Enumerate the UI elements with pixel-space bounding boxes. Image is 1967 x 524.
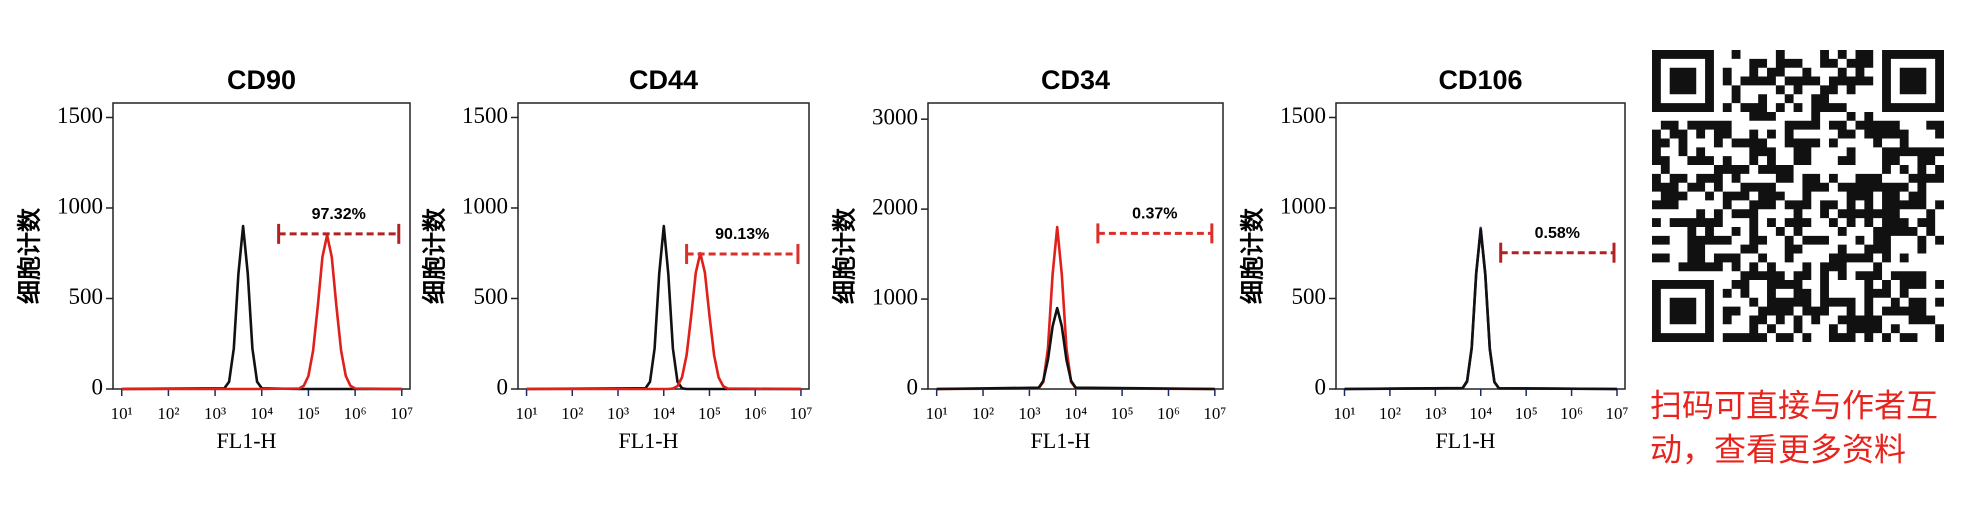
x-tick-label: 10² <box>157 404 179 423</box>
x-tick-label: 10⁴ <box>250 404 273 423</box>
qr-code <box>1652 50 1944 342</box>
x-tick-label: 10⁵ <box>1515 404 1538 423</box>
plot-frame <box>927 102 1224 390</box>
gate-label: 0.37% <box>1132 206 1177 223</box>
y-tick-label: 0 <box>92 374 104 399</box>
histogram-curve <box>121 224 402 391</box>
x-tick-label: 10⁶ <box>1560 404 1583 423</box>
histogram-curve <box>526 251 801 391</box>
y-tick-label: 3000 <box>872 104 918 129</box>
x-tick-label: 10⁶ <box>744 404 767 423</box>
y-tick-label: 1500 <box>57 103 103 128</box>
x-tick-label: 10³ <box>204 404 226 423</box>
chart: CD34 细胞计数 0 1000 2000 3000 10¹ 10² 10³ 10⁴ 10⁵ 10⁶ 1… <box>830 65 1226 453</box>
y-axis-label: 细胞计数 <box>420 207 448 304</box>
gate-label: 0.58% <box>1535 225 1580 242</box>
qr-caption: 动，查看更多资料 <box>1650 431 1906 467</box>
y-tick-label: 1500 <box>462 103 508 128</box>
x-tick-label: 10⁷ <box>1606 404 1629 423</box>
histogram-curve <box>1344 226 1618 391</box>
x-tick-label: 10⁷ <box>789 404 812 423</box>
x-tick-label: 10¹ <box>1333 404 1355 423</box>
x-tick-label: 10⁷ <box>390 404 413 423</box>
gate-label: 97.32% <box>312 206 366 223</box>
x-tick-label: 10⁶ <box>344 404 367 423</box>
x-tick-label: 10⁴ <box>652 404 675 423</box>
chart-title: CD34 <box>1041 65 1110 95</box>
x-tick-label: 10³ <box>1424 404 1446 423</box>
y-tick-label: 1000 <box>1280 193 1326 218</box>
plot-frame <box>112 102 411 390</box>
x-tick-label: 10³ <box>1018 404 1040 423</box>
x-axis-label: FL1-H <box>619 428 679 453</box>
y-tick-label: 1000 <box>462 193 508 218</box>
histogram-curve <box>936 225 1215 391</box>
x-tick-label: 10⁴ <box>1469 404 1492 423</box>
x-tick-label: 10¹ <box>516 404 538 423</box>
x-tick-label: 10⁵ <box>297 404 320 423</box>
x-axis-label: FL1-H <box>217 428 277 453</box>
chart: CD90 细胞计数 0 500 1000 1500 10¹ 10² 10³ 10⁴ 10⁵ 10⁶ 10… <box>15 65 413 453</box>
x-tick-label: 10² <box>972 404 994 423</box>
y-tick-label: 1000 <box>57 193 103 218</box>
y-axis-label: 细胞计数 <box>1238 207 1266 304</box>
chart: CD44 细胞计数 0 500 1000 1500 10¹ 10² 10³ 10⁴ 10⁵ 10⁶ 10… <box>420 65 812 453</box>
x-tick-label: 10² <box>1379 404 1401 423</box>
x-tick-label: 10¹ <box>926 404 948 423</box>
y-tick-label: 0 <box>907 374 919 399</box>
chart: CD106 细胞计数 0 500 1000 1500 10¹ 10² 10³ 10⁴ 10⁵ 10⁶ 1… <box>1238 65 1628 453</box>
y-tick-label: 2000 <box>872 194 918 219</box>
x-tick-label: 10⁵ <box>1111 404 1134 423</box>
y-tick-label: 0 <box>1315 374 1327 399</box>
chart-title: CD44 <box>629 65 698 95</box>
qr-caption: 扫码可直接与作者互 <box>1650 387 1938 423</box>
y-tick-label: 1000 <box>872 284 918 309</box>
y-tick-label: 500 <box>474 284 509 309</box>
chart-title: CD90 <box>227 65 296 95</box>
y-tick-label: 0 <box>497 374 509 399</box>
histogram-curve <box>121 233 402 391</box>
x-tick-label: 10³ <box>607 404 629 423</box>
y-tick-label: 500 <box>1292 284 1327 309</box>
histogram-curve <box>936 306 1215 391</box>
histogram-curve <box>526 224 801 391</box>
gate-label: 90.13% <box>715 226 769 243</box>
y-axis-label: 细胞计数 <box>15 207 43 304</box>
plot-frame <box>517 102 810 390</box>
x-tick-label: 10² <box>561 404 583 423</box>
histogram-curve <box>1344 228 1618 391</box>
plot-frame <box>1335 102 1626 390</box>
y-axis-label: 细胞计数 <box>830 207 858 304</box>
y-tick-label: 1500 <box>1280 103 1326 128</box>
x-tick-label: 10⁶ <box>1157 404 1180 423</box>
y-tick-label: 500 <box>69 284 104 309</box>
x-tick-label: 10⁴ <box>1064 404 1087 423</box>
x-tick-label: 10⁷ <box>1203 404 1226 423</box>
x-tick-label: 10¹ <box>111 404 133 423</box>
x-tick-label: 10⁵ <box>698 404 721 423</box>
x-axis-label: FL1-H <box>1436 428 1496 453</box>
chart-title: CD106 <box>1438 65 1522 95</box>
x-axis-label: FL1-H <box>1031 428 1091 453</box>
